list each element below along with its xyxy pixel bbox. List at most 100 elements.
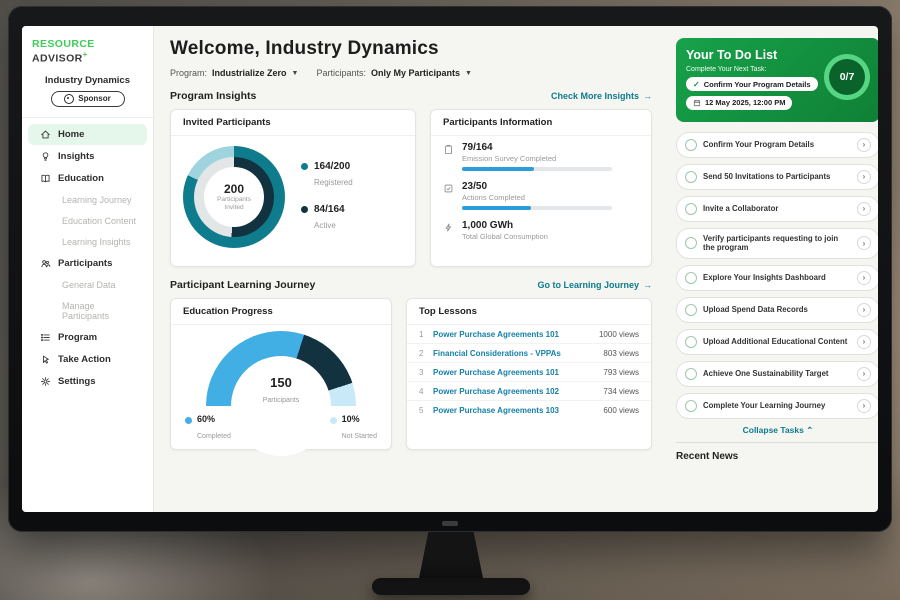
task-item[interactable]: Verify participants requesting to join t… — [676, 227, 878, 259]
task-checkbox[interactable] — [685, 170, 697, 183]
task-label: Send 50 Invitations to Participants — [703, 171, 831, 181]
org-name: Industry Dynamics — [45, 74, 130, 86]
participants-label: Participants: — [316, 68, 366, 78]
sidebar-item-education[interactable]: Education — [28, 168, 147, 189]
sidebar-item-education-content[interactable]: Education Content — [28, 211, 147, 231]
todo-summary-card: Your To Do List Complete Your Next Task:… — [676, 38, 878, 122]
task-checkbox[interactable] — [685, 367, 697, 380]
collapse-tasks-link[interactable]: Collapse Tasks ⌃ — [676, 425, 878, 436]
task-item[interactable]: Send 50 Invitations to Participants › — [676, 163, 878, 190]
sidebar-item-label: Education Content — [62, 215, 137, 226]
chevron-right-icon[interactable]: › — [857, 201, 871, 216]
sidebar-item-label: Manage Participants — [62, 300, 110, 321]
section-title: Participant Learning Journey — [170, 279, 316, 291]
sidebar-item-learning-journey[interactable]: Learning Journey — [28, 190, 147, 210]
participants-information-card: Participants Information 79/164 Emission… — [430, 109, 652, 267]
sidebar-item-general-data[interactable]: General Data — [28, 275, 147, 295]
task-checkbox[interactable] — [685, 303, 697, 316]
sidebar-item-label: Participants — [58, 257, 113, 269]
program-dropdown[interactable]: Program: Industrialize Zero ▼ — [170, 68, 298, 78]
task-list: Confirm Your Program Details › Send 50 I… — [676, 131, 878, 419]
sidebar-item-settings[interactable]: Settings — [28, 371, 147, 392]
task-label: Complete Your Learning Journey — [703, 401, 826, 411]
lesson-views: 734 views — [603, 386, 639, 396]
task-checkbox[interactable] — [685, 237, 697, 250]
next-due-label: 12 May 2025, 12:00 PM — [705, 98, 786, 107]
program-insights-header: Program Insights Check More Insights → — [170, 90, 652, 102]
cursor-icon — [42, 355, 49, 364]
chevron-right-icon[interactable]: › — [857, 302, 871, 317]
sidebar-item-label: Learning Insights — [62, 236, 131, 247]
lesson-link[interactable]: Power Purchase Agreements 102 — [433, 386, 559, 396]
chevron-right-icon[interactable]: › — [857, 366, 871, 381]
lesson-rank: 4 — [419, 386, 424, 396]
gauge-center-value: 150 — [270, 375, 292, 390]
sidebar-item-take-action[interactable]: Take Action — [28, 349, 147, 370]
next-task-label: Confirm Your Program Details — [703, 79, 811, 89]
top-lessons-card: Top Lessons 1 Power Purchase Agreements … — [406, 298, 652, 450]
task-label: Confirm Your Program Details — [703, 139, 815, 149]
task-item[interactable]: Explore Your Insights Dashboard › — [676, 264, 878, 291]
program-value: Industrialize Zero — [212, 68, 287, 78]
go-to-learning-journey-link[interactable]: Go to Learning Journey → — [537, 280, 652, 290]
task-checkbox[interactable] — [685, 399, 697, 412]
check-icon: ✓ — [693, 79, 700, 89]
chevron-right-icon[interactable]: › — [857, 169, 871, 184]
task-item[interactable]: Complete Your Learning Journey › — [676, 392, 878, 419]
participants-dropdown[interactable]: Participants: Only My Participants ▼ — [316, 68, 472, 78]
gauge-center-label: Participants — [262, 397, 300, 404]
lesson-link[interactable]: Power Purchase Agreements 101 — [433, 329, 559, 339]
check-more-insights-link[interactable]: Check More Insights → — [551, 91, 652, 101]
legend-label: Active — [314, 221, 336, 230]
arrow-right-icon: → — [643, 91, 652, 101]
learning-journey-header: Participant Learning Journey Go to Learn… — [170, 279, 652, 291]
chevron-right-icon[interactable]: › — [857, 236, 871, 251]
todo-panel: Your To Do List Complete Your Next Task:… — [664, 26, 878, 512]
chevron-down-icon: ▼ — [291, 69, 299, 77]
sponsor-badge[interactable]: Sponsor — [50, 90, 125, 107]
task-checkbox[interactable] — [685, 335, 697, 348]
page-title: Welcome, Industry Dynamics — [170, 38, 439, 59]
filters-row: Program: Industrialize Zero ▼ Participan… — [170, 68, 652, 78]
task-item[interactable]: Achieve One Sustainability Target › — [676, 360, 878, 387]
sidebar-item-insights[interactable]: Insights — [28, 146, 147, 167]
lesson-link[interactable]: Power Purchase Agreements 101 — [433, 367, 559, 377]
sidebar: RESOURCE ADVISOR+ Industry Dynamics Spon… — [22, 26, 154, 512]
book-icon — [41, 174, 50, 182]
lesson-link[interactable]: Financial Considerations - VPPAs — [433, 348, 561, 358]
task-checkbox[interactable] — [685, 202, 697, 215]
task-label: Achieve One Sustainability Target — [703, 369, 829, 379]
lesson-link[interactable]: Power Purchase Agreements 103 — [433, 405, 559, 415]
info-label: Actions Completed — [462, 193, 525, 202]
education-progress-card: Education Progress 150 Participants 60% … — [170, 298, 392, 481]
sidebar-item-label: Home — [58, 128, 85, 140]
legend-value: 84/164 — [314, 204, 345, 215]
sidebar-item-home[interactable]: Home — [28, 123, 147, 145]
invited-donut-chart: 200 Participants Invited — [183, 146, 285, 248]
chevron-right-icon[interactable]: › — [857, 137, 871, 152]
sidebar-item-learning-insights[interactable]: Learning Insights — [28, 232, 147, 252]
chevron-right-icon[interactable]: › — [857, 334, 871, 349]
task-checkbox[interactable] — [685, 138, 697, 151]
sidebar-item-manage-participants[interactable]: Manage Participants — [28, 296, 147, 326]
chevron-right-icon[interactable]: › — [857, 398, 871, 413]
collapse-label: Collapse Tasks — [742, 424, 804, 435]
task-item[interactable]: Invite a Collaborator › — [676, 195, 878, 222]
chevron-right-icon[interactable]: › — [857, 270, 871, 285]
task-label: Upload Additional Educational Content — [703, 337, 848, 347]
insights-cards-row: Invited Participants 200 Participants In… — [170, 109, 652, 267]
lesson-views: 600 views — [603, 405, 639, 415]
sidebar-item-label: Settings — [58, 375, 96, 387]
arrow-right-icon: → — [643, 280, 652, 290]
legend-value: 164/200 — [314, 161, 351, 172]
brand-logo[interactable]: RESOURCE ADVISOR+ — [22, 36, 153, 73]
sidebar-item-participants[interactable]: Participants — [28, 253, 147, 274]
task-item[interactable]: Upload Additional Educational Content › — [676, 328, 878, 355]
task-checkbox[interactable] — [685, 271, 697, 284]
next-task-pill[interactable]: ✓ Confirm Your Program Details — [686, 77, 818, 91]
task-label: Invite a Collaborator — [703, 203, 779, 213]
task-item[interactable]: Upload Spend Data Records › — [676, 296, 878, 323]
dashboard-screen: RESOURCE ADVISOR+ Industry Dynamics Spon… — [22, 26, 878, 512]
sidebar-item-program[interactable]: Program — [28, 327, 147, 348]
task-item[interactable]: Confirm Your Program Details › — [676, 131, 878, 158]
